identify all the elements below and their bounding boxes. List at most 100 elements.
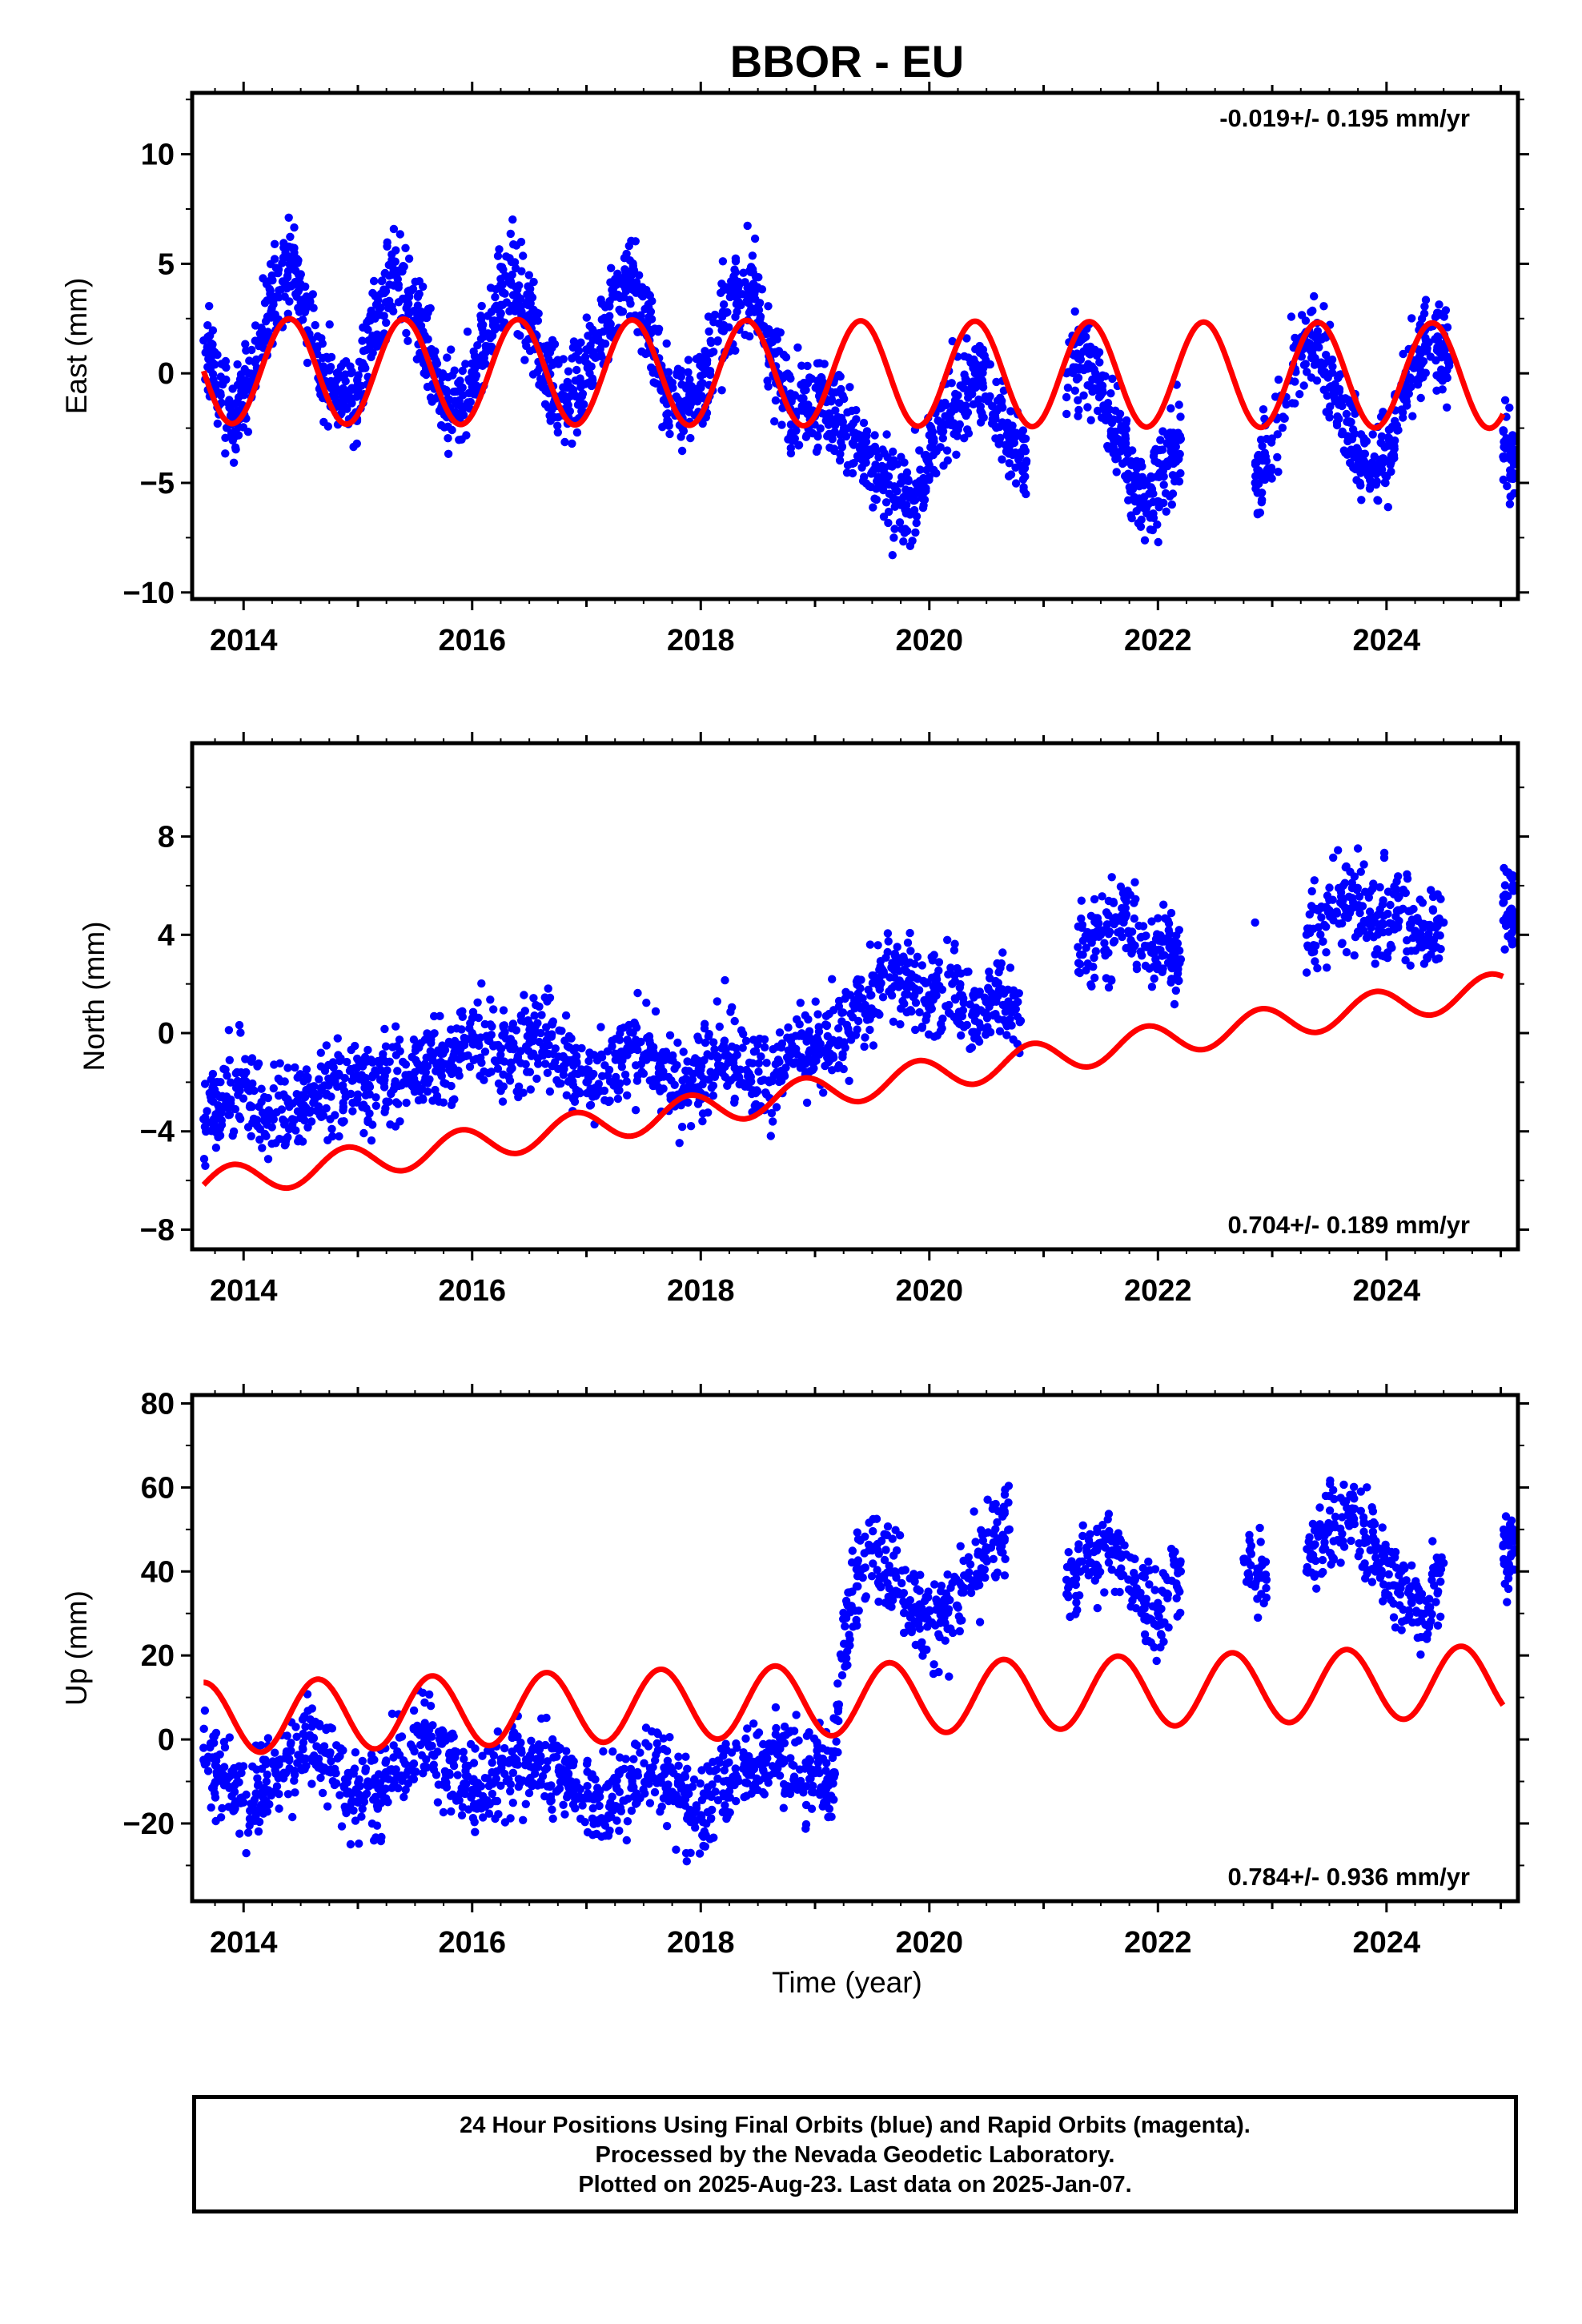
data-point <box>1166 404 1175 413</box>
data-point <box>840 394 849 404</box>
data-point <box>381 1758 390 1767</box>
data-point <box>767 1108 777 1118</box>
data-point <box>502 252 511 261</box>
data-point <box>616 1079 624 1088</box>
data-point <box>267 1791 275 1800</box>
data-point <box>294 287 303 296</box>
data-point <box>1002 419 1010 428</box>
data-point <box>1305 910 1315 919</box>
data-point <box>1278 424 1287 432</box>
data-point <box>449 388 458 396</box>
data-point <box>577 1043 586 1053</box>
data-point <box>974 1019 984 1027</box>
data-point <box>363 325 372 334</box>
data-point <box>285 1764 294 1773</box>
data-point <box>361 1764 371 1773</box>
data-point <box>460 1789 469 1799</box>
data-point <box>208 340 217 349</box>
data-point <box>777 420 786 429</box>
data-point <box>1171 986 1181 995</box>
data-point <box>1329 853 1338 862</box>
data-point <box>797 394 805 403</box>
data-point <box>336 362 346 372</box>
data-point <box>651 1007 661 1016</box>
y-tick-label: −8 <box>140 1213 175 1247</box>
data-point <box>1319 302 1328 311</box>
data-point <box>498 300 507 309</box>
data-point <box>1311 957 1319 966</box>
data-point <box>1505 500 1515 509</box>
data-point <box>443 353 452 362</box>
data-point <box>548 336 557 344</box>
data-point <box>706 338 716 348</box>
data-point <box>647 363 656 372</box>
data-point <box>952 450 961 459</box>
figure-title: BBOR - EU <box>730 36 964 86</box>
data-point <box>264 1113 273 1122</box>
data-point <box>297 1766 307 1775</box>
data-point <box>829 1035 837 1044</box>
data-point <box>887 963 896 972</box>
data-point <box>997 959 1006 968</box>
data-point <box>1500 396 1510 404</box>
data-point <box>1424 920 1433 930</box>
data-point <box>1166 908 1176 918</box>
data-point <box>447 345 456 354</box>
data-point <box>719 300 729 309</box>
data-point <box>1083 403 1092 412</box>
data-point <box>1383 909 1392 919</box>
data-point <box>911 999 921 1007</box>
data-point <box>513 292 522 300</box>
data-point <box>253 1122 262 1131</box>
data-point <box>903 939 913 947</box>
data-point <box>845 1076 853 1086</box>
data-point <box>853 1025 861 1034</box>
data-point <box>1176 435 1186 444</box>
data-point <box>1365 485 1375 493</box>
data-point <box>729 1059 738 1068</box>
data-point <box>448 425 456 435</box>
data-point <box>1162 915 1171 924</box>
data-point <box>1007 1003 1017 1013</box>
data-point <box>673 395 682 404</box>
data-point <box>718 323 727 332</box>
data-point <box>389 307 398 316</box>
data-point <box>1383 503 1393 512</box>
data-point <box>1310 292 1319 301</box>
data-point <box>1315 343 1323 352</box>
x-tick-label: 2018 <box>667 624 735 657</box>
data-point <box>1124 496 1133 505</box>
data-point <box>1158 937 1166 947</box>
data-point <box>684 356 693 364</box>
data-point <box>694 1035 703 1044</box>
data-point <box>230 1781 239 1790</box>
data-point <box>401 1071 410 1080</box>
data-point <box>457 1811 467 1819</box>
data-point <box>473 998 482 1007</box>
scatter-points <box>199 844 1518 1171</box>
data-point <box>584 1056 593 1066</box>
data-point <box>498 1031 507 1040</box>
data-point <box>1328 362 1337 371</box>
data-point <box>213 419 222 428</box>
data-point <box>548 405 556 414</box>
data-point <box>508 1019 518 1028</box>
data-point <box>351 1041 359 1051</box>
data-point <box>262 1777 271 1786</box>
data-point <box>425 1690 434 1699</box>
data-point <box>379 1079 388 1088</box>
data-point <box>1104 896 1114 906</box>
data-point <box>1106 389 1115 398</box>
data-point <box>508 215 517 224</box>
data-point <box>771 396 781 405</box>
data-point <box>231 1084 241 1092</box>
data-point <box>379 312 388 320</box>
data-point <box>845 383 854 392</box>
data-point <box>1149 513 1158 522</box>
data-point <box>1173 975 1182 983</box>
data-point <box>1094 919 1103 928</box>
data-point <box>713 336 722 345</box>
data-point <box>411 1068 420 1077</box>
data-point <box>380 1072 389 1080</box>
data-point <box>545 993 555 1003</box>
